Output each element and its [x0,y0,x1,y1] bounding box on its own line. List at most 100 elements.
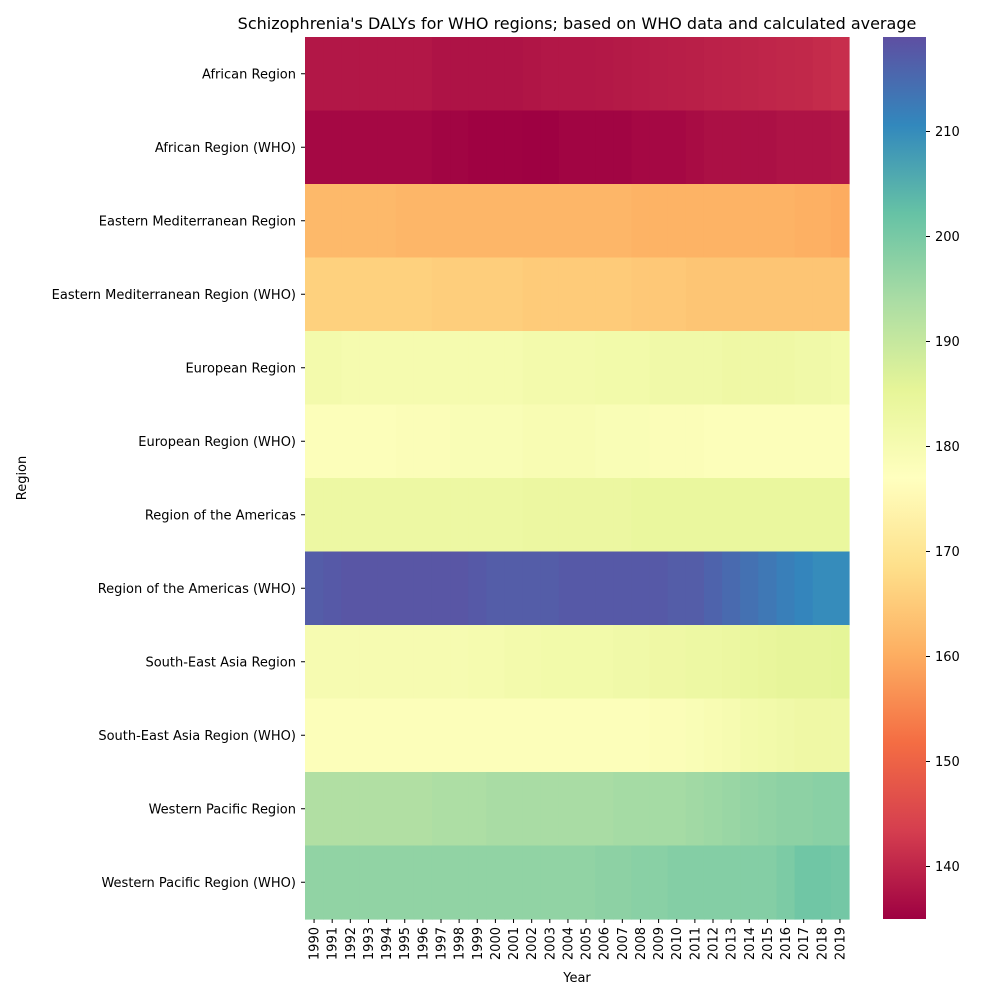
heatmap-cell [740,698,759,773]
y-tick-label: Eastern Mediterranean Region [99,214,296,229]
heatmap-cell [558,404,578,479]
heatmap-cell [341,184,360,259]
heatmap-cell [685,772,705,847]
heatmap-cell [540,331,560,406]
heatmap-cell [359,404,379,479]
heatmap-cell [413,184,433,259]
heatmap-cell [305,184,324,259]
heatmap-cell [522,551,542,626]
heatmap-cell [595,698,614,773]
heatmap-cell [450,698,469,773]
x-tick-label: 1997 [435,927,450,960]
heatmap-cell [812,551,832,626]
heatmap-cell [631,404,651,479]
heatmap-cell [486,257,506,332]
heatmap-cell [431,625,451,700]
heatmap-cell [395,257,415,332]
heatmap-cell [486,110,506,185]
heatmap-cell [830,698,850,773]
heatmap-cell [649,845,669,920]
heatmap-cell [595,772,614,847]
heatmap-cell [395,37,415,112]
heatmap-cell [794,845,814,920]
heatmap-cell [722,772,741,847]
heatmap-cell [667,257,687,332]
heatmap-cell [468,478,487,553]
heatmap-cell [305,845,324,920]
heatmap-cell [468,257,487,332]
heatmap-cell [450,772,469,847]
heatmap-cell [413,110,433,185]
x-tick-label: 2019 [833,927,848,960]
heatmap-cell [450,845,469,920]
heatmap-cell [504,184,524,259]
heatmap-cell [830,110,850,185]
heatmap-cell [450,478,469,553]
y-tick-labels: African Region African Region (WHO) Easter… [52,67,305,891]
heatmap-cell [776,625,796,700]
heatmap-cell [395,551,415,626]
heatmap-cell [667,184,687,259]
heatmap-cell [631,331,651,406]
heatmap-cell [776,551,796,626]
x-tick-label: 2017 [797,927,812,960]
heatmap-cell [776,404,796,479]
heatmap-cell [341,257,360,332]
x-tick-label: 1992 [344,927,359,960]
heatmap-cell [776,478,796,553]
heatmap-cell [758,257,778,332]
heatmap-cell [722,625,741,700]
heatmap-cell [341,404,360,479]
heatmap-cell [413,331,433,406]
colorbar [883,37,926,919]
heatmap-cell [323,404,342,479]
heatmap-cell [649,184,669,259]
heatmap-cell [305,772,324,847]
heatmap-cell [413,625,433,700]
heatmap-cell [685,184,705,259]
heatmap-cell [595,625,614,700]
heatmap-cell [649,331,669,406]
heatmap-cell [377,551,397,626]
heatmap-cell [413,404,433,479]
heatmap-cell [395,478,415,553]
heatmap-cell [794,404,814,479]
colorbar-tick-label: 200 [935,230,960,245]
heatmap-cell [577,625,596,700]
heatmap-cell [431,257,451,332]
heatmap-cell [341,551,360,626]
heatmap-cell [649,37,669,112]
heatmap-cell [613,625,632,700]
heatmap-cell [522,257,542,332]
colorbar-tick-label: 140 [935,860,960,875]
heatmap-cell [323,110,342,185]
heatmap-cell [359,37,379,112]
heatmap-cell [558,257,578,332]
chart-title: Schizophrenia's DALYs for WHO regions; b… [238,14,917,33]
heatmap-cell [703,37,723,112]
heatmap-cell [685,331,705,406]
heatmap-cell [450,551,469,626]
x-tick-label: 2003 [543,927,558,960]
heatmap-cell [377,478,397,553]
heatmap-cell [359,698,379,773]
heatmap-cell [776,110,796,185]
heatmap-cell [486,625,506,700]
heatmap-cell [740,184,759,259]
heatmap-cell [413,37,433,112]
heatmap-cell [504,331,524,406]
heatmap-cell [413,478,433,553]
heatmap-cell [649,257,669,332]
x-tick-label: 2012 [707,927,722,960]
colorbar-tick-label: 180 [935,440,960,455]
heatmap-cell [685,110,705,185]
heatmap-cell [685,404,705,479]
heatmap-cell [377,625,397,700]
heatmap-cells [305,37,850,920]
heatmap-cell [577,404,596,479]
heatmap-cell [595,404,614,479]
heatmap-cell [486,698,506,773]
heatmap-cell [667,625,687,700]
heatmap-cell [450,257,469,332]
heatmap-cell [486,551,506,626]
